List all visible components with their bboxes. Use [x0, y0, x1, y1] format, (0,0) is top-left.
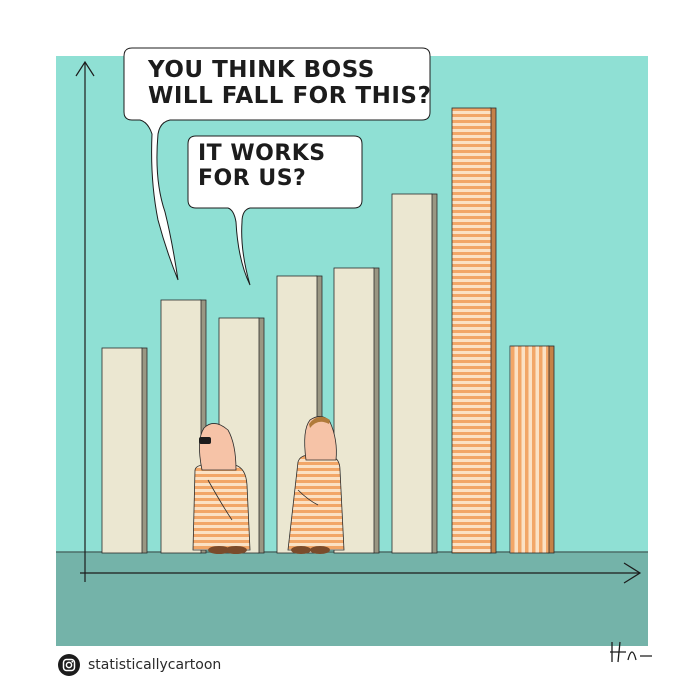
bar-1 [101, 347, 143, 554]
y-axis-arrow-icon [75, 60, 95, 77]
speech-1-line-2: WILL FALL FOR THIS? [148, 82, 432, 109]
speech-2-line-2: FOR US? [198, 165, 307, 191]
person-right-arm [297, 489, 319, 506]
person-left-head [199, 423, 237, 471]
speech-2-line-1: IT WORKS [198, 141, 326, 166]
person-right [287, 416, 345, 554]
x-axis-arrow-icon [623, 562, 642, 584]
floor [56, 552, 648, 646]
bar-6 [391, 193, 433, 554]
credit: statisticallycartoon [58, 653, 221, 677]
glasses-icon [199, 437, 211, 444]
speech-bubble-1 [123, 47, 431, 281]
person-left-shoe-1 [208, 546, 230, 554]
speech-1-line-1: YOU THINK BOSS [148, 57, 375, 83]
bar-7-striped [451, 107, 492, 554]
person-right-shoe-2 [310, 546, 330, 554]
bars [101, 107, 555, 554]
credit-handle[interactable]: statisticallycartoon [88, 657, 222, 673]
person-left-body [192, 464, 251, 551]
person-left-arm [207, 479, 233, 521]
speech-bubble-2 [187, 135, 363, 286]
person-right-hair [309, 416, 330, 428]
bar-8-striped [509, 345, 550, 554]
person-right-shoe-1 [291, 546, 311, 554]
artist-signature [610, 641, 652, 663]
speech-text-1: YOU THINK BOSS WILL FALL FOR THIS? [148, 57, 432, 110]
person-right-head [304, 416, 337, 461]
person-left-with-glasses [192, 423, 251, 554]
instagram-icon[interactable] [58, 654, 80, 676]
speech-text-2: IT WORKS FOR US? [198, 141, 348, 191]
person-left-shoe-2 [225, 546, 247, 554]
